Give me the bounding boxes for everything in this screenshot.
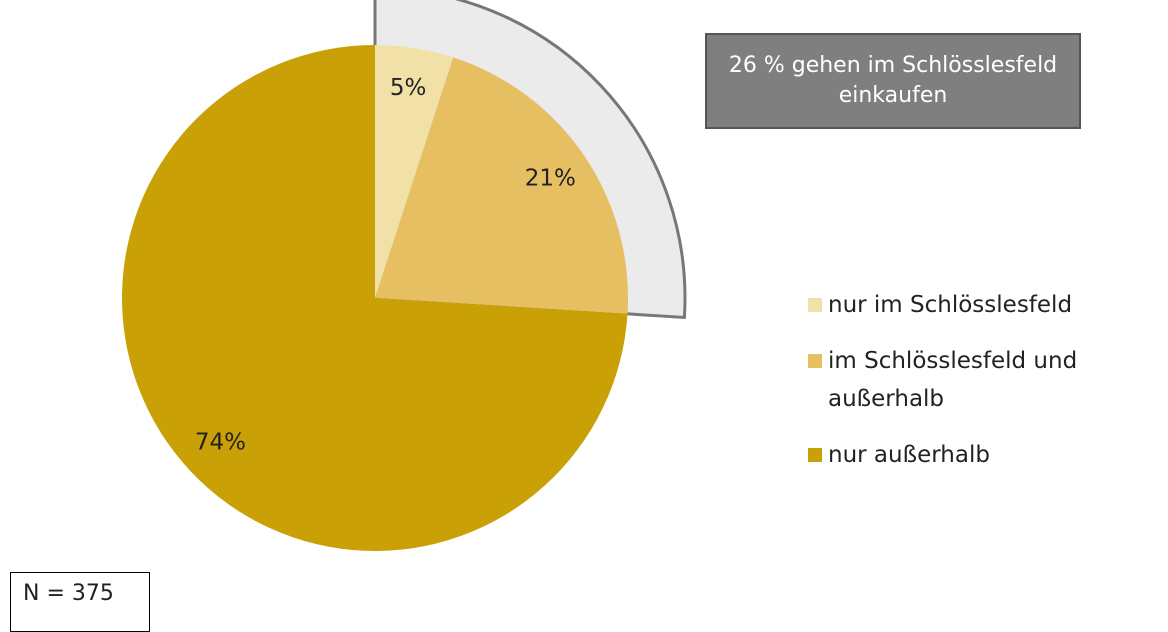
chart: 5% 21% 74%: [122, 0, 687, 551]
legend-label: nur außerhalb: [828, 442, 990, 468]
legend: nur im Schlösslesfeld im Schlösslesfeld u…: [808, 286, 1168, 492]
page: 5% 21% 74% 26 % gehen im Schlösslesfeld ei…: [10, 0, 1168, 632]
pie-slice: [375, 45, 454, 298]
legend-swatch: [808, 354, 822, 368]
legend-swatch: [808, 298, 822, 312]
data-label: 5%: [390, 75, 427, 101]
legend-item: im Schlösslesfeld und außerhalb: [808, 342, 1168, 418]
legend-item: nur außerhalb: [808, 436, 1168, 474]
pie-slice: [122, 45, 628, 551]
sample-size-note: N = 375: [10, 572, 150, 632]
legend-item: nur im Schlösslesfeld: [808, 286, 1168, 324]
data-label: 74%: [195, 430, 246, 456]
pie-slice: [375, 57, 628, 314]
legend-label: im Schlösslesfeld und außerhalb: [828, 348, 1078, 412]
legend-swatch: [808, 448, 822, 462]
data-label: 21%: [525, 165, 576, 191]
annotation-box: 26 % gehen im Schlösslesfeld einkaufen: [705, 33, 1081, 129]
legend-label: nur im Schlösslesfeld: [828, 292, 1073, 318]
